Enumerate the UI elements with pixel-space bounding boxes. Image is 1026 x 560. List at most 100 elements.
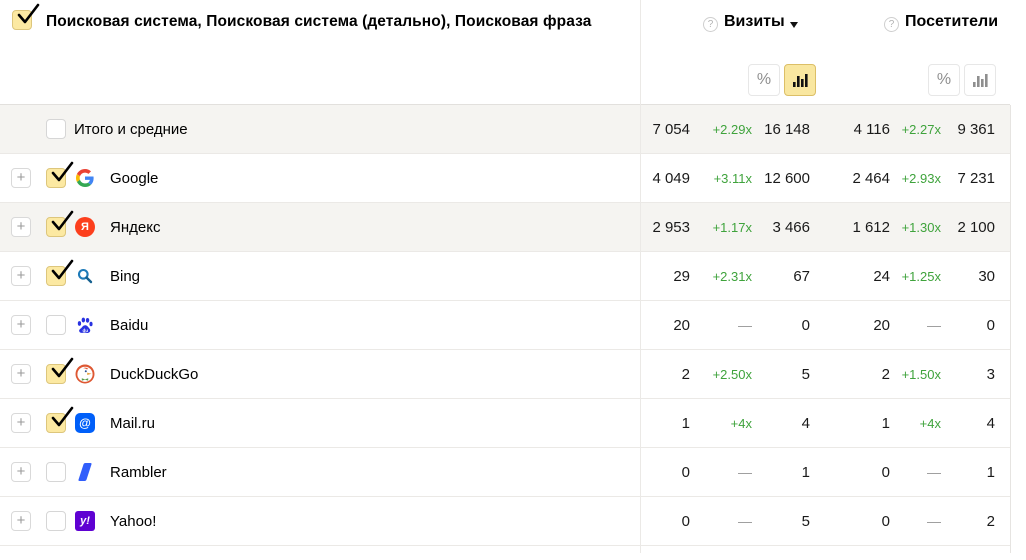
expand-row-button[interactable]: + (11, 266, 31, 286)
visitors-help-icon[interactable]: ? (884, 17, 899, 32)
visits-total: 1 (801, 464, 810, 481)
plus-icon: + (16, 169, 26, 186)
visitors-change: +4x (919, 416, 941, 431)
visits-change: — (738, 464, 752, 480)
visits-value: 7 054 (652, 121, 690, 138)
chevron-down-icon[interactable] (790, 22, 798, 28)
visitors-value: 1 (881, 415, 890, 432)
table-row: + Google 4 049 +3.11x 12 600 2 464 +2.93… (0, 154, 1010, 203)
row-checkbox[interactable] (46, 161, 74, 188)
row-label: Bing (110, 268, 141, 285)
table-row: + du Baidu 20 — 0 20 — 0 (0, 301, 1010, 350)
duckduckgo-logo-icon (75, 364, 95, 384)
checkmark-icon (51, 357, 74, 378)
visitors-value: 4 116 (853, 121, 890, 138)
visits-value: 0 (681, 464, 690, 481)
visits-total: 67 (793, 268, 810, 285)
visitors-total: 2 (986, 513, 995, 530)
visitors-value: 2 464 (852, 170, 890, 187)
visitors-change: — (927, 317, 941, 333)
checkmark-icon (51, 210, 74, 231)
row-checkbox[interactable] (46, 119, 66, 139)
bing-logo-icon (75, 266, 95, 286)
expand-row-button[interactable]: + (11, 413, 31, 433)
visits-value: 20 (673, 317, 690, 334)
checkmark-icon (51, 259, 74, 280)
visits-change: +4x (730, 416, 752, 431)
row-label: Yahoo! (110, 513, 157, 530)
report-dimensions-title: Поисковая система, Поисковая система (де… (46, 13, 592, 30)
svg-text:du: du (83, 328, 89, 333)
visits-help-icon[interactable]: ? (703, 17, 718, 32)
expand-row-button[interactable]: + (11, 315, 31, 335)
dimension-metrics-divider (640, 0, 641, 553)
visits-change: — (738, 317, 752, 333)
visits-total: 5 (801, 366, 810, 383)
visits-percent-toggle[interactable]: % (748, 64, 780, 96)
table-row: + @ Mail.ru 1 +4x 4 1 +4x 4 (0, 399, 1010, 448)
row-checkbox[interactable] (46, 462, 66, 482)
visitors-total: 1 (986, 464, 995, 481)
table-row: + Rambler 0 — 1 0 — 1 (0, 448, 1010, 497)
visitors-value: 20 (873, 317, 890, 334)
row-checkbox[interactable] (46, 511, 66, 531)
visits-change: +2.29x (712, 122, 752, 137)
table-body: Итого и средние 7 054 +2.29x 16 148 4 11… (0, 105, 1026, 546)
visits-total: 12 600 (764, 170, 810, 187)
expand-row-button[interactable]: + (11, 462, 31, 482)
visitors-total: 9 361 (957, 121, 995, 138)
percent-icon: % (756, 71, 772, 88)
visitors-change: — (927, 464, 941, 480)
visits-total: 3 466 (772, 219, 810, 236)
expand-row-button[interactable]: + (11, 511, 31, 531)
row-checkbox[interactable] (46, 357, 74, 384)
row-label: Baidu (110, 317, 149, 334)
row-label: DuckDuckGo (110, 366, 199, 383)
plus-icon: + (16, 218, 26, 235)
visitors-total: 3 (986, 366, 995, 383)
select-all-checkbox[interactable] (12, 3, 40, 30)
visitors-change: +2.27x (901, 122, 941, 137)
visitors-value: 2 (881, 366, 890, 383)
visits-value: 2 (681, 366, 690, 383)
visits-column-header[interactable]: Визиты (724, 13, 785, 30)
visits-value: 4 049 (652, 170, 690, 187)
expand-row-button[interactable]: + (11, 364, 31, 384)
visits-value: 0 (681, 513, 690, 530)
row-label: Яндекс (110, 219, 161, 236)
expand-row-button[interactable]: + (11, 168, 31, 188)
visitors-percent-toggle[interactable]: % (928, 64, 960, 96)
plus-icon: + (16, 267, 26, 284)
visitors-total: 4 (986, 415, 995, 432)
checkmark-icon (51, 406, 74, 427)
row-checkbox[interactable] (46, 210, 74, 237)
plus-icon: + (16, 463, 26, 480)
checkmark-icon (17, 3, 40, 24)
table-row: + Bing 29 +2.31x 67 24 +1.25x 30 (0, 252, 1010, 301)
row-checkbox[interactable] (46, 406, 74, 433)
mailru-logo-icon: @ (75, 413, 95, 433)
visitors-change: +1.25x (901, 269, 941, 284)
table-right-border (1010, 105, 1011, 553)
expand-row-button[interactable]: + (11, 217, 31, 237)
row-label: Mail.ru (110, 415, 156, 432)
visits-value: 29 (673, 268, 690, 285)
row-checkbox[interactable] (46, 259, 74, 286)
plus-icon: + (16, 365, 26, 382)
baidu-logo-icon: du (75, 315, 95, 335)
visitors-total: 2 100 (957, 219, 995, 236)
visitors-column-header: Посетители (905, 13, 999, 30)
visitors-total: 30 (978, 268, 995, 285)
row-checkbox[interactable] (46, 315, 66, 335)
visitors-value: 0 (881, 464, 890, 481)
checkmark-icon (51, 161, 74, 182)
visits-change: +1.17x (712, 220, 752, 235)
row-label: Rambler (110, 464, 167, 481)
visits-change: — (738, 513, 752, 529)
visits-bars-toggle[interactable] (784, 64, 816, 96)
visitors-bars-toggle[interactable] (964, 64, 996, 96)
visitors-change: +1.50x (901, 367, 941, 382)
google-logo-icon (75, 168, 95, 188)
plus-icon: + (16, 316, 26, 333)
